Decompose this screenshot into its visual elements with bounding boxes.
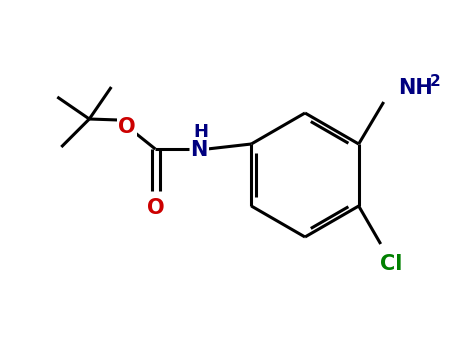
Text: O: O — [118, 117, 136, 137]
Text: H: H — [194, 123, 209, 141]
Text: O: O — [147, 198, 165, 218]
Text: Cl: Cl — [379, 254, 402, 274]
Text: 2: 2 — [430, 75, 440, 90]
Text: NH: NH — [398, 78, 432, 98]
Text: N: N — [191, 140, 208, 160]
